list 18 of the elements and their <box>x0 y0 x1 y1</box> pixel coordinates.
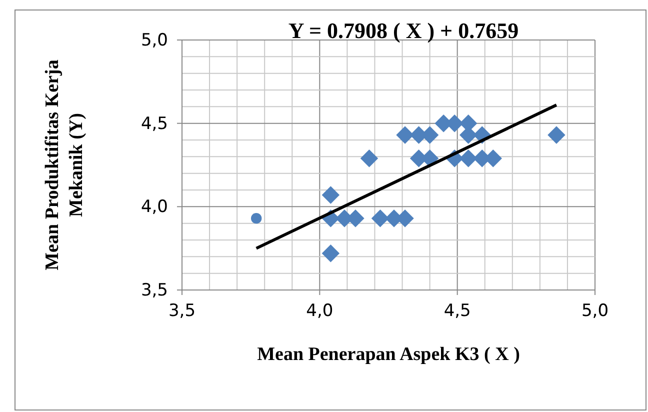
point <box>396 126 414 144</box>
point <box>548 126 566 144</box>
x-tick-label: 4,5 <box>444 301 471 322</box>
y-tick-label: 3,5 <box>140 280 168 300</box>
point <box>322 186 340 204</box>
y-tick-label: 4,5 <box>140 114 168 134</box>
y-tick-label: 5,0 <box>140 30 168 50</box>
point <box>322 244 340 262</box>
chart-title: Y = 0.7908 ( X ) + 0.7659 <box>288 18 519 43</box>
point <box>360 149 378 168</box>
x-tick-label: 3,5 <box>168 301 196 322</box>
y-tick-label: 4,0 <box>140 197 168 218</box>
point <box>371 209 390 228</box>
point <box>250 212 262 224</box>
x-tick-label: 5,0 <box>581 301 609 322</box>
x-axis-title: Mean Penerapan Aspek K3 ( X ) <box>257 344 520 365</box>
x-tick-label: 4,0 <box>306 301 334 322</box>
y-axis-title: Mean Produktifitas Kerja Mekanik (Y) <box>42 59 87 270</box>
